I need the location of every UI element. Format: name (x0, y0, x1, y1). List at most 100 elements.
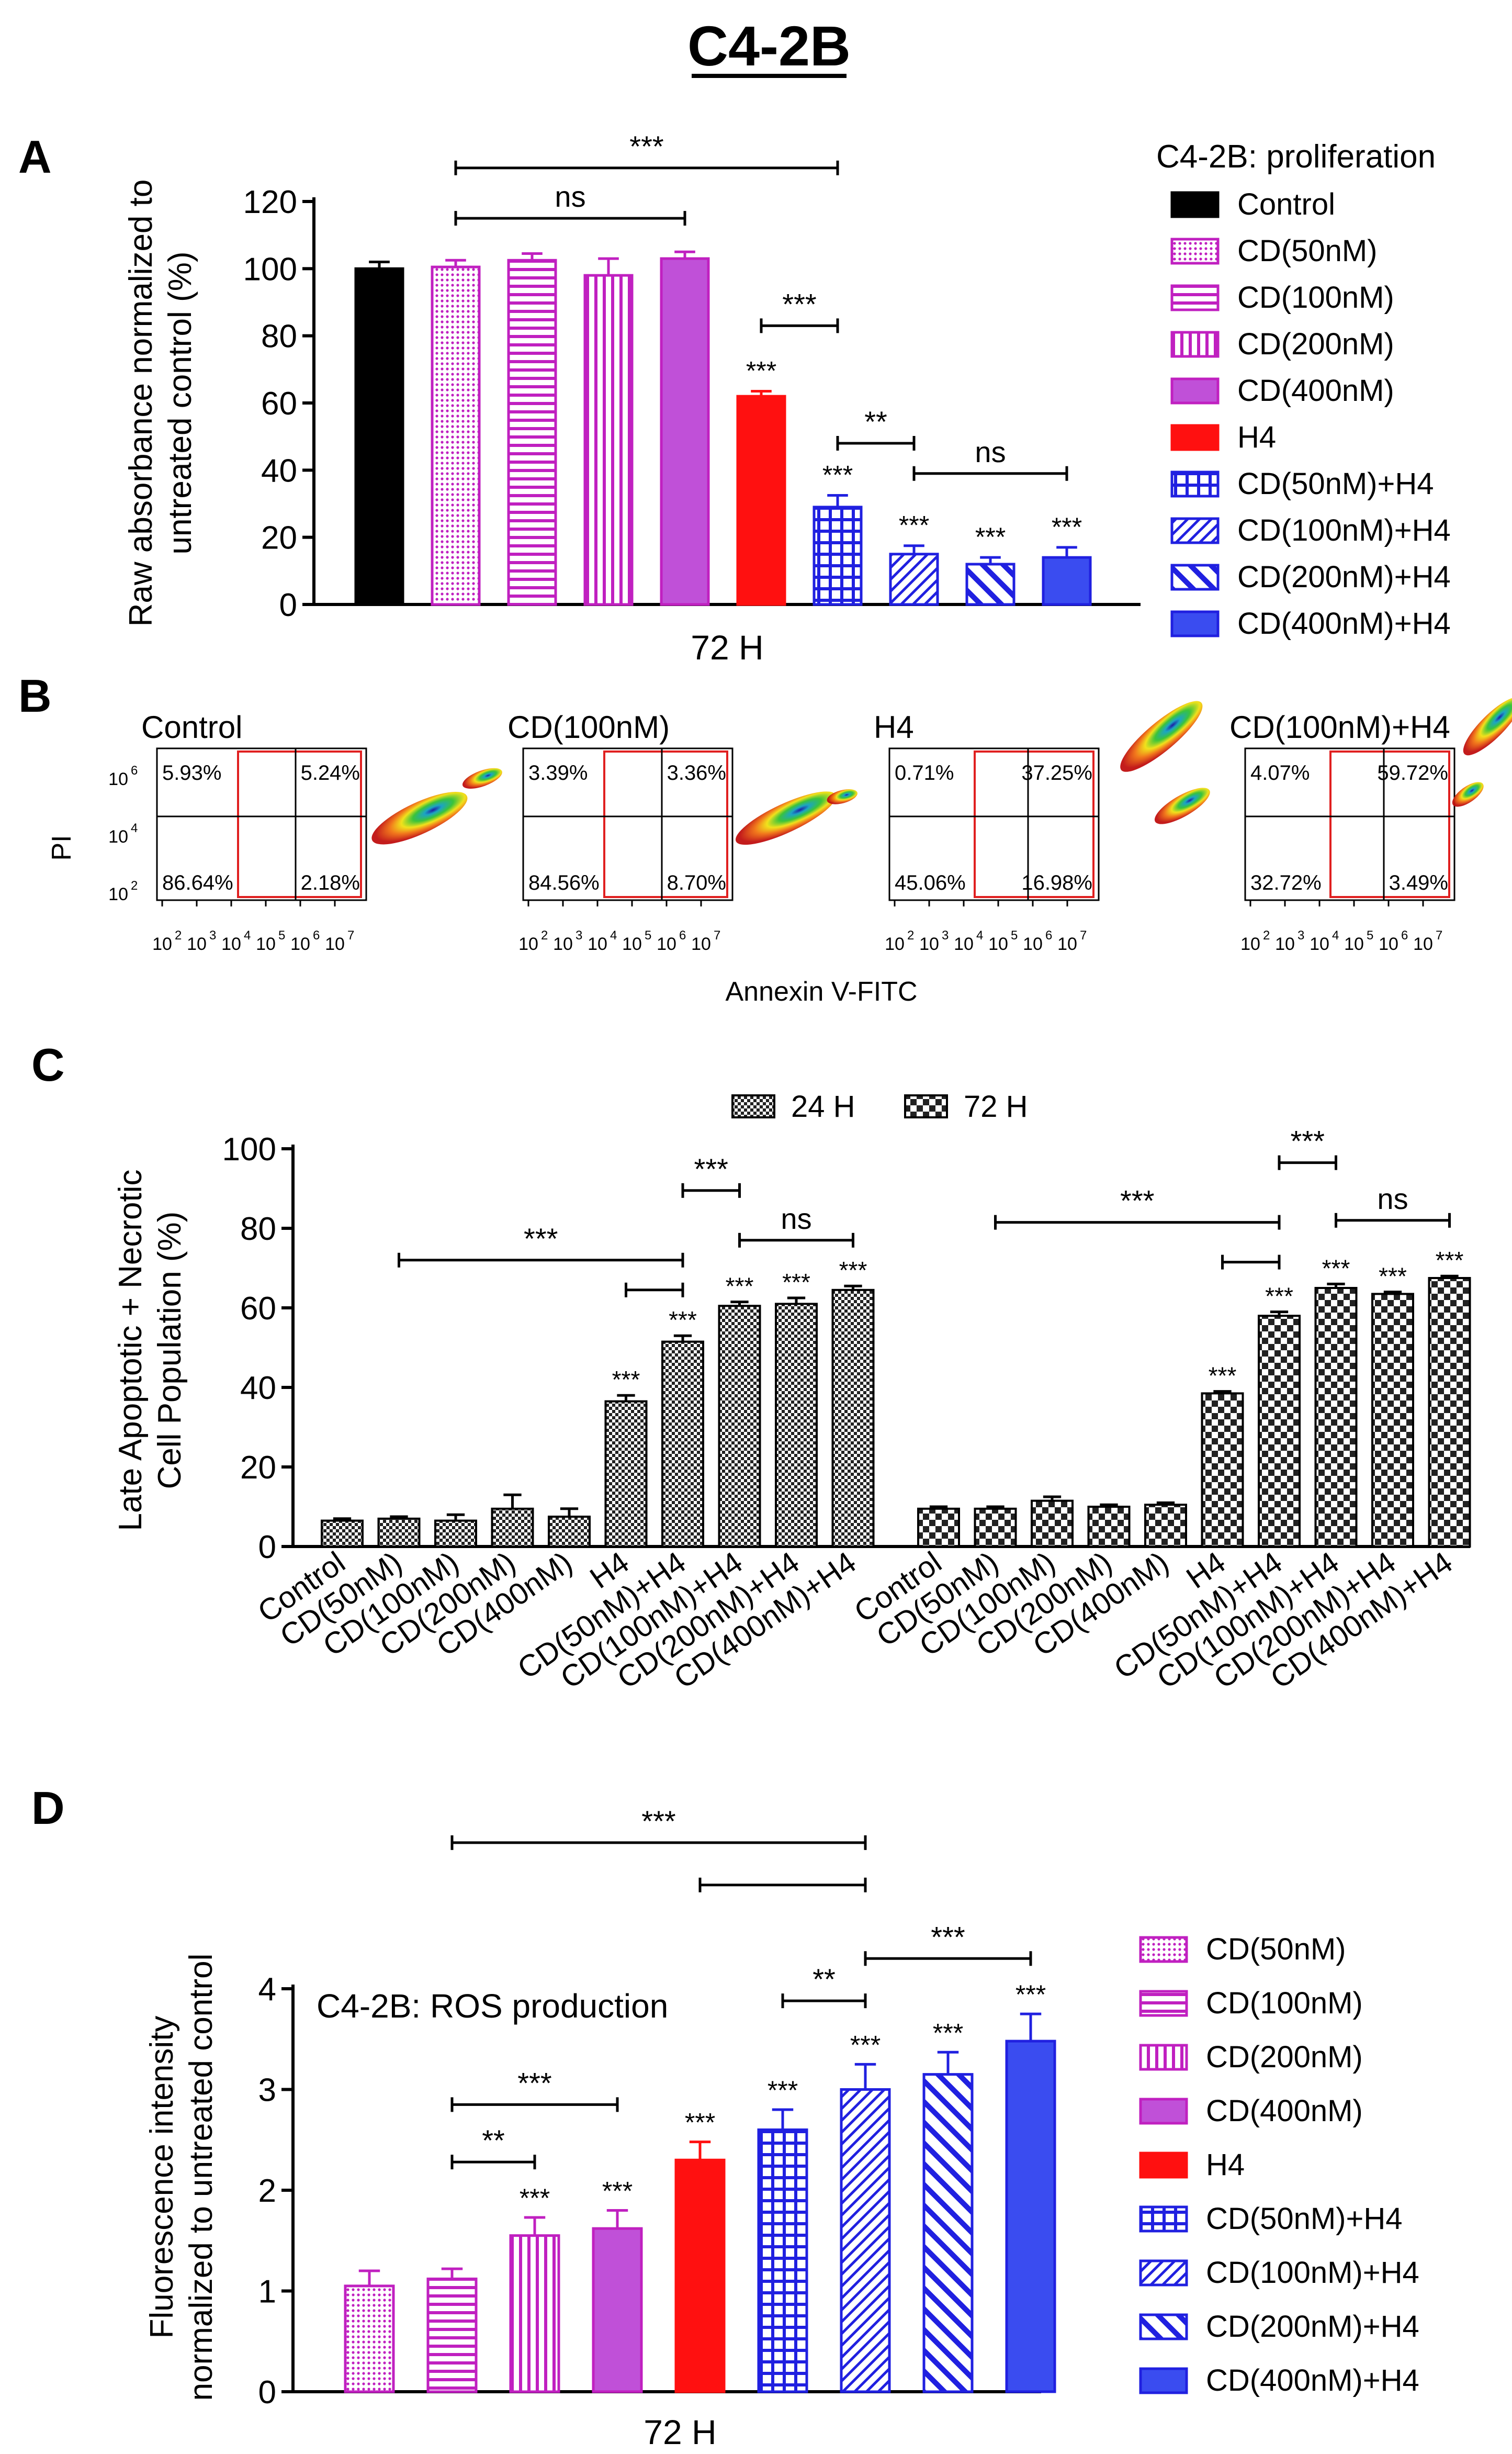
a-bar (583, 274, 634, 606)
b-x-tick: 10 (256, 934, 276, 954)
c-bracket-label: *** (694, 1152, 728, 1185)
c-bar (831, 1288, 875, 1548)
a-y-tick-label: 120 (243, 184, 297, 220)
a-legend-entry: CD(100nM)+H4 (1237, 513, 1451, 547)
d-bar (840, 2088, 891, 2393)
d-bar (674, 2158, 726, 2393)
b-x-tick: 10 (325, 934, 345, 954)
a-bracket-label: ** (864, 405, 887, 438)
b-x-tick-exp: 4 (976, 928, 983, 943)
c-y-tick-label: 60 (240, 1291, 276, 1327)
d-legend-entry: H4 (1206, 2148, 1245, 2182)
a-legend-entry: CD(200nM)+H4 (1237, 560, 1451, 594)
a-legend-entry: CD(50nM)+H4 (1237, 467, 1434, 501)
c-bar (1201, 1392, 1244, 1548)
a-legend-title: C4-2B: proliferation (1156, 139, 1436, 175)
b-plot-frame (156, 747, 367, 901)
a-y-tick-label: 20 (261, 520, 297, 556)
c-bar (974, 1507, 1017, 1548)
d-legend-entry: CD(50nM)+H4 (1206, 2202, 1403, 2236)
a-legend-swatch (1170, 470, 1220, 498)
b-x-tick-exp: 7 (1436, 928, 1442, 943)
d-sig-mark: *** (1015, 1980, 1046, 2009)
d-legend-swatch (1139, 2259, 1188, 2287)
a-legend-swatch (1170, 238, 1220, 265)
b-x-tick: 10 (518, 934, 538, 954)
d-legend-entry: CD(400nM) (1206, 2094, 1363, 2128)
b-x-tick: 10 (1344, 934, 1364, 954)
c-bar (1258, 1315, 1301, 1548)
b-gate-box (1329, 750, 1450, 898)
b-x-tick-exp: 7 (714, 928, 720, 943)
c-y-tick-label: 80 (240, 1211, 276, 1247)
c-y-tick-label: 0 (258, 1529, 276, 1565)
a-y-label-line2: untreated control (%) (162, 252, 198, 555)
b-quadrant-value: 45.06% (895, 871, 966, 894)
d-legend-entry: CD(400nM)+H4 (1206, 2363, 1419, 2397)
b-quadrant-value: 16.98% (1021, 871, 1092, 894)
c-bar (1144, 1504, 1187, 1548)
d-legend-swatch (1139, 2313, 1188, 2340)
d-legend-swatch (1139, 2098, 1188, 2125)
b-quadrant-value: 3.39% (528, 761, 588, 785)
b-x-tick-exp: 6 (1401, 928, 1408, 943)
a-legend-entry: H4 (1237, 420, 1276, 454)
b-density-cloud (371, 791, 468, 845)
c-legend-entry: 24 H (791, 1090, 855, 1124)
c-bar (321, 1519, 364, 1548)
a-legend-entry: CD(200nM) (1237, 327, 1394, 361)
c-bar (1371, 1293, 1414, 1548)
c-bar (1031, 1499, 1074, 1548)
c-legend-swatch (904, 1094, 948, 1118)
b-x-tick-exp: 4 (244, 928, 251, 943)
b-x-tick: 10 (553, 934, 573, 954)
b-quadrant-value: 5.24% (301, 761, 360, 785)
c-legend-entry: 72 H (964, 1090, 1028, 1124)
d-sig-mark: *** (768, 2076, 798, 2105)
b-quadrant-value: 32.72% (1250, 871, 1322, 894)
c-sig-mark: *** (669, 1306, 697, 1334)
b-x-tick: 10 (290, 934, 310, 954)
b-quadrant-value: 5.93% (162, 761, 221, 785)
b-x-tick-exp: 3 (1297, 928, 1304, 943)
c-y-tick-label: 40 (240, 1370, 276, 1406)
b-y-tick: 10 (108, 884, 128, 904)
c-y-label-line2: Cell Population (%) (152, 1212, 188, 1489)
a-legend-swatch (1170, 377, 1220, 405)
b-x-tick: 10 (588, 934, 607, 954)
b-y-tick-exp: 2 (131, 879, 138, 893)
b-plot-frame (1244, 747, 1455, 901)
d-legend-swatch (1139, 2152, 1188, 2179)
b-quadrant-value: 2.18% (301, 871, 360, 894)
d-y-tick-label: 0 (258, 2374, 276, 2411)
c-sig-mark: *** (612, 1366, 640, 1393)
b-x-tick-exp: 5 (278, 928, 285, 943)
d-sig-mark: *** (933, 2018, 963, 2047)
b-plot-title: H4 (874, 710, 914, 745)
b-x-tick-exp: 4 (610, 928, 617, 943)
a-y-label-line1: Raw absorbance normalized to (123, 180, 159, 627)
b-density-cloud (1452, 782, 1484, 807)
b-x-tick-exp: 5 (645, 928, 651, 943)
c-bracket-label: *** (1291, 1125, 1325, 1158)
panel-letter-a: A (18, 131, 52, 183)
b-y-tick-exp: 6 (131, 764, 138, 778)
figure-title: C4-2B (687, 14, 851, 77)
b-density-cloud (1463, 697, 1512, 756)
b-density-cloud (1120, 701, 1203, 772)
a-legend-swatch (1170, 610, 1220, 637)
b-x-tick-exp: 3 (576, 928, 582, 943)
c-sig-mark: *** (839, 1257, 867, 1284)
d-bar (757, 2128, 808, 2393)
d-bar (509, 2234, 560, 2393)
b-x-tick: 10 (152, 934, 172, 954)
a-legend-swatch (1170, 424, 1220, 451)
d-legend-swatch (1139, 1936, 1188, 1963)
a-legend-swatch (1170, 284, 1220, 311)
b-x-tick-exp: 2 (907, 928, 914, 943)
b-y-tick: 10 (108, 827, 128, 847)
a-y-tick-label: 60 (261, 386, 297, 422)
d-legend-entry: CD(200nM)+H4 (1206, 2310, 1419, 2344)
